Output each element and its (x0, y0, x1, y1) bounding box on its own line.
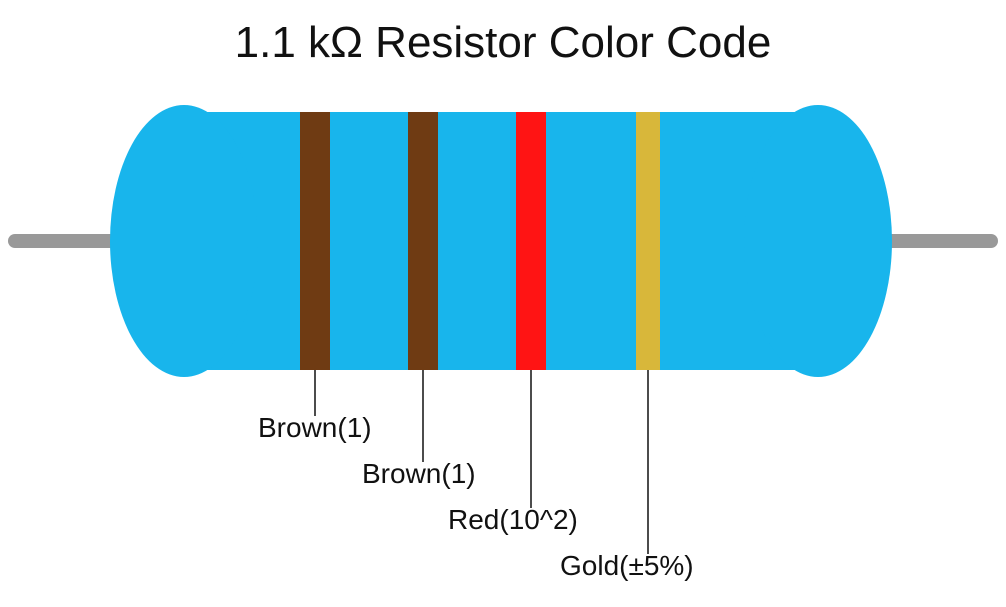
band-label-1: Brown(1) (258, 412, 372, 444)
band-label-4: Gold(±5%) (560, 550, 694, 582)
band-label-2: Brown(1) (362, 458, 476, 490)
band-label-3: Red(10^2) (448, 504, 578, 536)
diagram-stage: 1.1 kΩ Resistor Color Code Brown(1) Brow… (0, 0, 1006, 607)
